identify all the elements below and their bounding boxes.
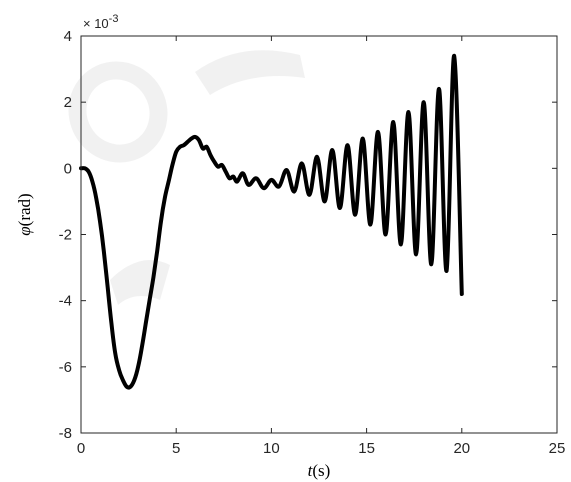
x-axis-unit: (s) (312, 461, 330, 480)
plot-frame (80, 35, 558, 434)
y-axis-unit: (rad) (15, 193, 34, 226)
y-tick-label: -8 (59, 425, 72, 442)
x-axis-ticks: 0 5 10 15 20 25 (77, 36, 566, 457)
x-tick-label: 10 (263, 440, 280, 457)
y-tick-label: -6 (59, 359, 72, 376)
y-exponent-power: -3 (109, 13, 119, 25)
x-tick-label: 20 (453, 440, 470, 457)
y-axis-ticks: -8 -6 -4 -2 0 2 4 (59, 28, 557, 442)
y-axis-symbol: φ (15, 226, 34, 235)
x-axis-label: t(s) (308, 461, 331, 480)
series-line (79, 53, 464, 390)
x-tick-label: 5 (172, 440, 180, 457)
y-exponent-prefix: × 10 (83, 16, 109, 31)
y-tick-label: 2 (64, 94, 72, 111)
y-tick-label: 4 (64, 28, 72, 45)
y-exponent-label: × 10-3 (83, 13, 118, 31)
y-tick-label: 0 (64, 160, 72, 177)
y-tick-label: -2 (59, 227, 72, 244)
x-tick-label: 15 (358, 440, 375, 457)
y-tick-label: -4 (59, 293, 72, 310)
x-tick-label: 25 (549, 440, 566, 457)
x-axis-symbol: t (308, 461, 314, 480)
x-tick-label: 0 (77, 440, 85, 457)
y-axis-label: φ(rad) (15, 193, 34, 235)
